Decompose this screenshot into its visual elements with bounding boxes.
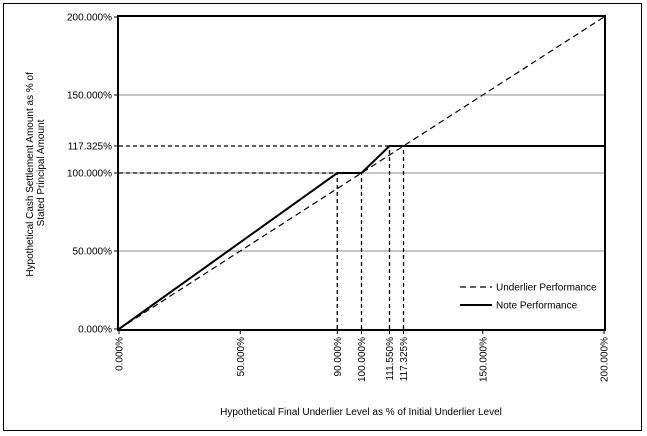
x-axis-label: Hypothetical Final Underlier Level as % … [220, 407, 502, 418]
x-tick-label: 150.000% [478, 337, 489, 382]
x-tick-label: 111.550% [385, 337, 396, 381]
series-line [118, 144, 604, 330]
x-tick-label: 90.000% [333, 337, 344, 377]
x-tick-label: 100.000% [357, 337, 368, 382]
y-tick-label: 200.000% [67, 13, 112, 24]
y-tick-label: 150.000% [67, 91, 112, 102]
y-tick-label: 100.000% [67, 169, 112, 180]
y-tick-label: 0.000% [78, 325, 112, 336]
x-tick-label: 200.000% [600, 337, 611, 382]
y-axis-label-line-2: Stated Principal Amount [36, 119, 47, 226]
series-line [118, 16, 605, 330]
y-tick-label: 50.000% [73, 247, 113, 258]
legend [451, 273, 601, 321]
x-tick-label: 0.000% [115, 337, 126, 371]
x-tick-label: 50.000% [236, 337, 247, 377]
y-tick-label: 117.325% [68, 141, 112, 152]
x-tick-label: 117.325% [399, 337, 410, 381]
y-axis-label: Hypothetical Cash Settlement Amount as %… [25, 69, 47, 276]
y-axis-label-line-1: Hypothetical Cash Settlement Amount as %… [25, 72, 36, 277]
legend-label: Note Performance [496, 301, 578, 312]
legend-label: Underlier Performance [496, 283, 597, 294]
